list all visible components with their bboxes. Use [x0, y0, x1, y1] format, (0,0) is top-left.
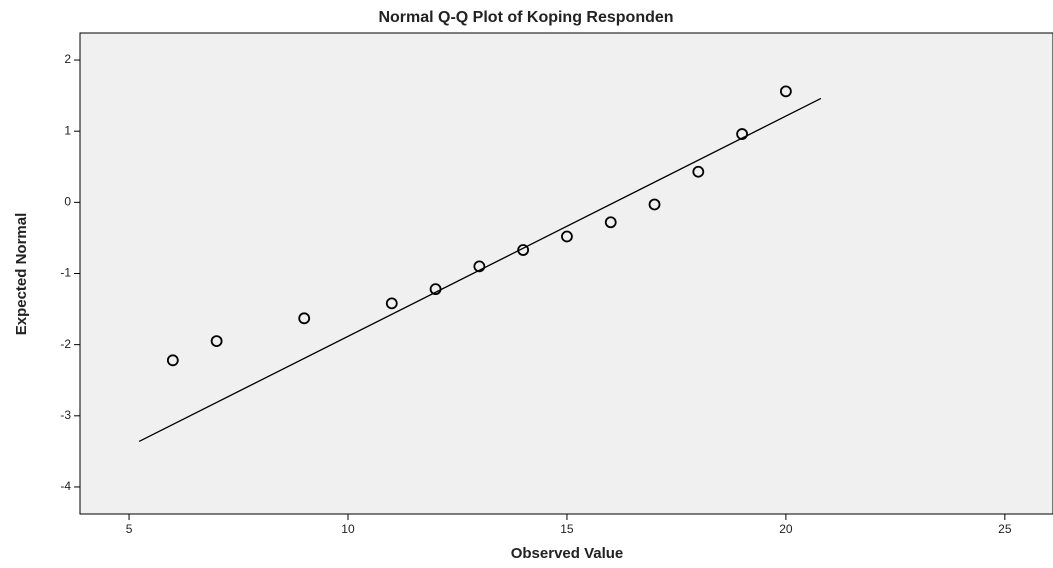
plot-area	[79, 32, 1053, 515]
point	[604, 216, 617, 229]
point	[473, 260, 486, 273]
y-tick-label: -2	[60, 337, 71, 351]
y-tick-label: -3	[60, 408, 71, 422]
point	[517, 244, 530, 256]
y-tick-label: -4	[60, 479, 71, 493]
point	[166, 354, 179, 367]
point	[692, 165, 705, 178]
y-tick-label: 2	[64, 52, 71, 66]
point	[298, 312, 311, 325]
chart-title: Normal Q-Q Plot of Koping Responden	[378, 9, 673, 26]
x-tick-label: 5	[126, 522, 133, 536]
point	[779, 85, 792, 98]
y-tick-label: -1	[60, 266, 71, 280]
x-axis-label: Observed Value	[511, 545, 624, 562]
x-tick-label: 25	[998, 522, 1012, 536]
point	[736, 128, 748, 140]
point	[429, 283, 442, 296]
point	[385, 297, 398, 310]
x-tick-label: 10	[341, 522, 355, 536]
point	[648, 198, 661, 211]
y-tick-label: 1	[64, 123, 71, 137]
y-tick-label: 0	[64, 195, 71, 209]
y-axis-label: Expected Normal	[13, 213, 30, 336]
x-tick-label: 20	[779, 522, 793, 536]
point	[561, 230, 573, 243]
x-tick-label: 15	[560, 522, 574, 536]
reference-line	[138, 97, 822, 443]
point	[210, 335, 223, 347]
